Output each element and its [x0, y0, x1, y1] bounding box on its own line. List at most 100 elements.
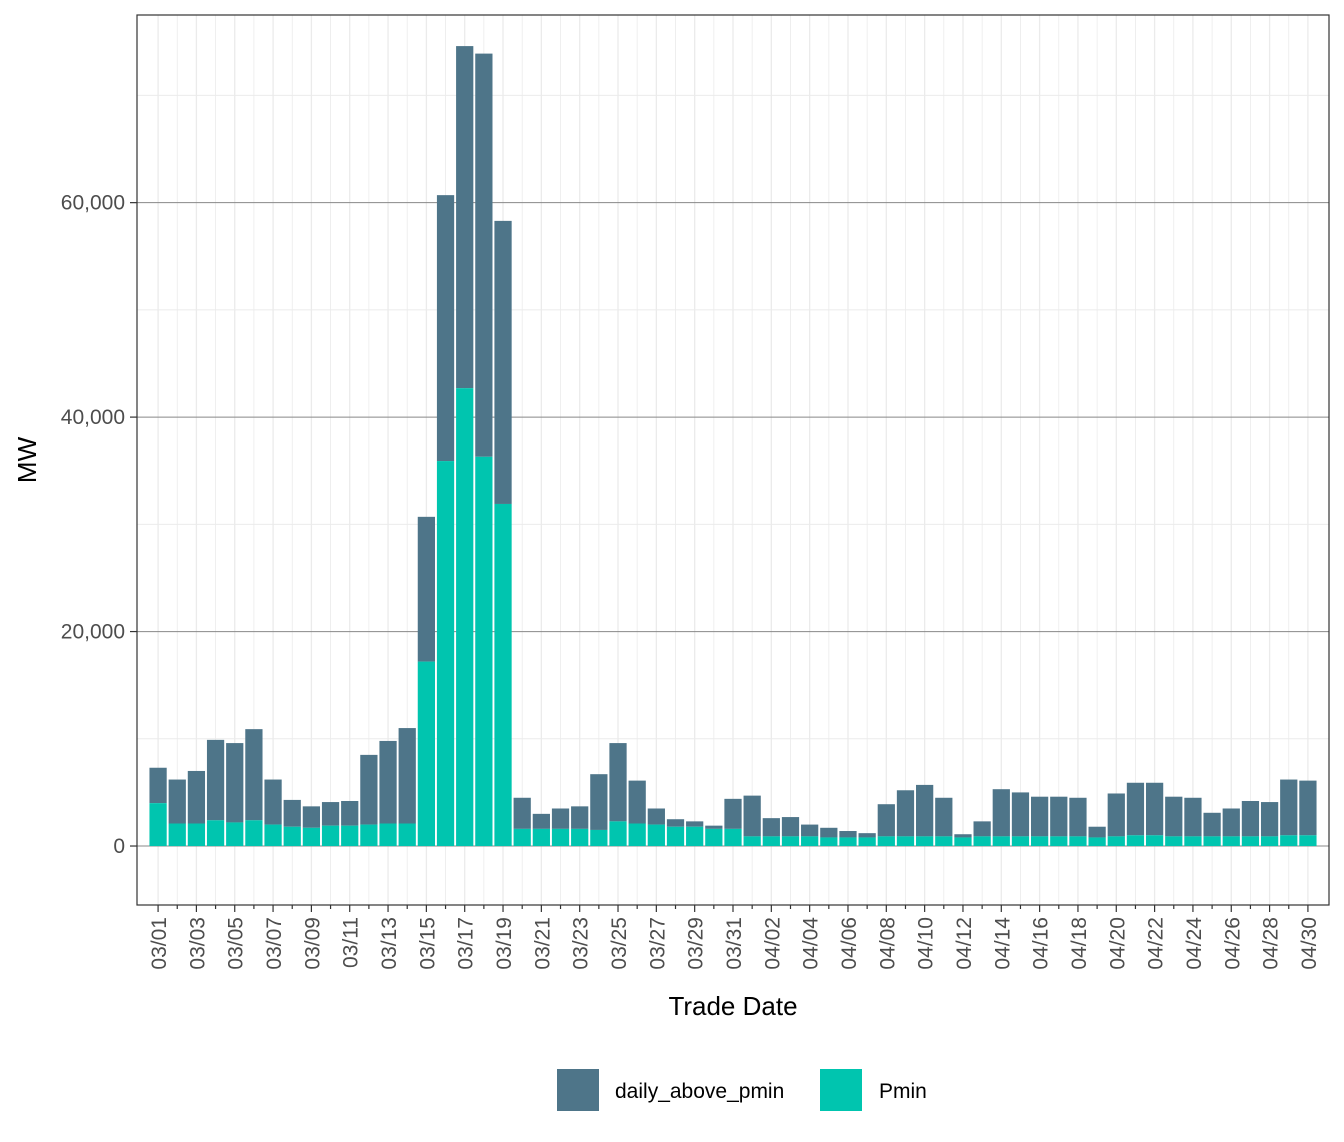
bars	[149, 46, 1317, 847]
x-tick-label: 04/06	[838, 917, 861, 970]
bar-pmin-04-05	[820, 837, 838, 847]
bar-pmin-03-26	[628, 823, 646, 847]
bar-daily-above-pmin-04-26	[1222, 808, 1240, 837]
x-tick-label: 03/27	[646, 917, 669, 970]
bar-daily-above-pmin-03-11	[341, 800, 359, 826]
bar-pmin-03-14	[398, 823, 416, 847]
bar-pmin-04-03	[781, 836, 800, 847]
bar-daily-above-pmin-04-06	[839, 831, 857, 838]
bar-daily-above-pmin-04-03	[781, 817, 800, 837]
bar-daily-above-pmin-04-15	[1011, 792, 1030, 837]
bar-pmin-04-11	[935, 836, 953, 847]
bar-daily-above-pmin-03-23	[571, 806, 589, 829]
bar-daily-above-pmin-03-03	[187, 770, 206, 824]
y-axis: 0 20,000 40,000 60,000	[61, 192, 137, 858]
bar-pmin-04-16	[1031, 836, 1049, 847]
bar-pmin-03-01	[149, 803, 167, 847]
x-tick-label: 03/07	[263, 917, 286, 970]
x-tick-label: 04/24	[1183, 917, 1206, 970]
x-tick-label: 03/17	[455, 917, 478, 970]
bar-daily-above-pmin-04-19	[1088, 826, 1106, 838]
bar-pmin-03-23	[571, 828, 589, 847]
bar-daily-above-pmin-03-29	[686, 821, 704, 827]
y-tick-label: 20,000	[61, 621, 125, 644]
bar-daily-above-pmin-03-24	[590, 774, 608, 830]
bar-daily-above-pmin-03-19	[494, 220, 512, 504]
bar-daily-above-pmin-03-21	[532, 813, 550, 829]
bar-daily-above-pmin-04-10	[916, 784, 934, 837]
bar-daily-above-pmin-04-21	[1126, 782, 1145, 836]
x-axis: 03/01 03/03 03/05 03/07 03/09 03/11 03/13 03/15…	[148, 905, 1321, 970]
bar-daily-above-pmin-04-05	[820, 827, 838, 838]
y-tick-label: 0	[113, 835, 125, 858]
x-tick-label: 03/19	[493, 917, 516, 970]
x-tick-label: 03/25	[608, 917, 631, 970]
bar-pmin-04-29	[1280, 835, 1298, 847]
bar-pmin-03-03	[187, 823, 206, 847]
bar-pmin-03-29	[686, 826, 704, 847]
bar-pmin-04-13	[973, 836, 991, 847]
bar-daily-above-pmin-04-30	[1299, 780, 1317, 836]
bar-pmin-03-31	[724, 828, 742, 847]
x-tick-label: 03/23	[570, 917, 593, 970]
bar-daily-above-pmin-03-13	[379, 740, 397, 824]
x-tick-label: 03/11	[340, 917, 363, 968]
bar-pmin-04-19	[1088, 837, 1106, 847]
bar-daily-above-pmin-03-12	[360, 754, 378, 825]
y-axis-title: MW	[12, 436, 42, 483]
bar-daily-above-pmin-03-10	[321, 802, 340, 826]
bar-pmin-04-28	[1260, 836, 1279, 847]
bar-pmin-03-27	[647, 824, 665, 847]
bar-daily-above-pmin-03-20	[513, 797, 531, 829]
bar-daily-above-pmin-03-16	[436, 195, 455, 462]
bar-daily-above-pmin-03-09	[302, 806, 321, 828]
x-tick-label: 03/29	[685, 917, 708, 970]
bar-pmin-04-18	[1069, 836, 1087, 847]
bar-pmin-04-30	[1299, 835, 1317, 847]
bar-daily-above-pmin-04-18	[1069, 797, 1087, 837]
bar-daily-above-pmin-04-13	[973, 821, 991, 837]
bar-pmin-04-24	[1184, 836, 1202, 847]
bar-pmin-04-23	[1165, 836, 1183, 847]
bar-pmin-03-19	[494, 503, 512, 847]
x-tick-label: 03/05	[225, 917, 248, 970]
legend-label-pmin: Pmin	[879, 1080, 927, 1103]
x-axis-title: Trade Date	[668, 991, 797, 1021]
bar-pmin-04-21	[1126, 835, 1145, 847]
bar-pmin-03-15	[417, 661, 435, 847]
bar-pmin-03-25	[609, 821, 627, 847]
bar-pmin-03-06	[245, 820, 263, 847]
bar-daily-above-pmin-04-27	[1241, 800, 1260, 837]
bar-daily-above-pmin-04-01	[743, 795, 761, 837]
bar-daily-above-pmin-03-18	[475, 53, 493, 457]
bar-pmin-03-17	[456, 388, 474, 847]
bar-pmin-04-14	[992, 836, 1010, 847]
bar-daily-above-pmin-03-02	[168, 779, 186, 824]
bar-pmin-03-22	[551, 828, 570, 847]
x-tick-label: 04/22	[1145, 917, 1168, 970]
bar-daily-above-pmin-04-22	[1145, 782, 1164, 836]
bar-daily-above-pmin-04-08	[877, 804, 895, 837]
bar-daily-above-pmin-04-16	[1031, 796, 1049, 837]
x-tick-label: 03/13	[378, 917, 401, 970]
bar-daily-above-pmin-04-29	[1280, 779, 1298, 836]
y-tick-label: 60,000	[61, 192, 125, 215]
bar-pmin-04-04	[801, 836, 819, 847]
bar-daily-above-pmin-03-22	[551, 808, 570, 829]
bar-pmin-04-25	[1203, 836, 1221, 847]
bar-pmin-03-05	[226, 822, 244, 847]
legend-key-pmin	[820, 1069, 862, 1111]
bar-pmin-03-13	[379, 823, 397, 847]
x-tick-label: 04/30	[1298, 917, 1321, 970]
x-tick-label: 04/12	[953, 917, 976, 970]
bar-daily-above-pmin-04-24	[1184, 797, 1202, 837]
bar-pmin-03-09	[302, 827, 321, 847]
bar-daily-above-pmin-04-12	[954, 834, 972, 838]
bar-daily-above-pmin-04-20	[1107, 793, 1125, 837]
bar-daily-above-pmin-04-25	[1203, 812, 1221, 837]
x-tick-label: 04/02	[761, 917, 784, 970]
bar-pmin-04-06	[839, 837, 857, 847]
bar-daily-above-pmin-03-05	[226, 743, 244, 823]
x-tick-label: 04/16	[1030, 917, 1053, 970]
bar-daily-above-pmin-03-26	[628, 780, 646, 824]
